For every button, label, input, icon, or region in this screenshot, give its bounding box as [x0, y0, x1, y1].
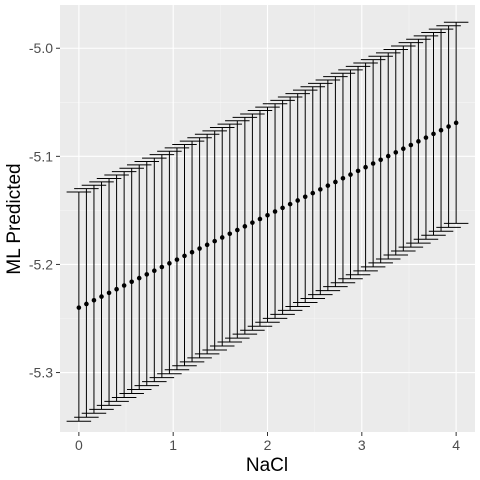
- data-point: [242, 224, 248, 229]
- data-point: [114, 286, 119, 292]
- data-point: [333, 179, 338, 185]
- data-point: [302, 194, 308, 200]
- y-tick-label: -5.0: [29, 40, 53, 56]
- data-point: [401, 146, 406, 152]
- data-point: [182, 253, 187, 259]
- data-point: [355, 168, 361, 174]
- data-point: [99, 294, 104, 299]
- data-point: [295, 198, 300, 203]
- data-point: [408, 142, 414, 148]
- data-point: [287, 201, 293, 207]
- data-point: [393, 150, 399, 155]
- x-tick-label: 0: [75, 437, 83, 453]
- x-tick-label: 1: [169, 437, 177, 453]
- data-point: [152, 268, 157, 274]
- y-axis: -5.3 -5.2 -5.1 -5.0: [29, 40, 60, 381]
- data-point: [235, 227, 240, 233]
- y-axis-title: ML Predicted: [4, 163, 25, 274]
- data-point: [385, 153, 391, 159]
- data-point: [174, 257, 180, 262]
- data-point: [272, 209, 278, 214]
- x-tick-label: 3: [358, 437, 366, 453]
- data-point: [91, 297, 97, 303]
- data-point: [136, 275, 142, 281]
- data-point: [167, 261, 172, 266]
- data-point: [106, 290, 112, 296]
- data-point: [446, 124, 451, 129]
- data-point: [318, 187, 323, 192]
- data-point: [280, 205, 285, 211]
- data-point: [257, 216, 263, 222]
- data-point: [310, 190, 316, 196]
- data-point: [84, 301, 89, 307]
- data-point: [197, 246, 202, 251]
- data-point: [370, 161, 376, 166]
- data-point: [423, 135, 429, 140]
- data-point: [76, 305, 82, 310]
- data-point: [159, 264, 165, 270]
- data-point: [325, 183, 331, 188]
- data-point: [129, 279, 134, 285]
- data-point: [250, 220, 255, 225]
- x-tick-label: 2: [264, 437, 272, 453]
- y-tick-label: -5.3: [29, 365, 53, 381]
- data-point: [144, 272, 150, 277]
- data-point: [378, 157, 383, 163]
- y-tick-label: -5.2: [29, 256, 53, 272]
- data-point: [416, 139, 421, 144]
- x-tick-label: 4: [452, 437, 460, 453]
- points: [76, 120, 459, 310]
- data-point: [219, 235, 225, 240]
- x-axis-title: NaCl: [246, 455, 288, 476]
- data-point: [438, 127, 444, 133]
- x-axis: 0 1 2 3 4: [75, 432, 460, 453]
- data-point: [212, 238, 217, 244]
- data-point: [348, 172, 353, 177]
- y-tick-label: -5.1: [29, 148, 53, 164]
- data-point: [340, 175, 346, 181]
- data-point: [189, 249, 195, 255]
- data-point: [431, 131, 436, 137]
- data-point: [204, 242, 210, 248]
- data-point: [121, 283, 127, 288]
- data-point: [363, 164, 368, 170]
- data-point: [453, 120, 459, 126]
- data-point: [227, 231, 233, 237]
- data-point: [265, 212, 270, 218]
